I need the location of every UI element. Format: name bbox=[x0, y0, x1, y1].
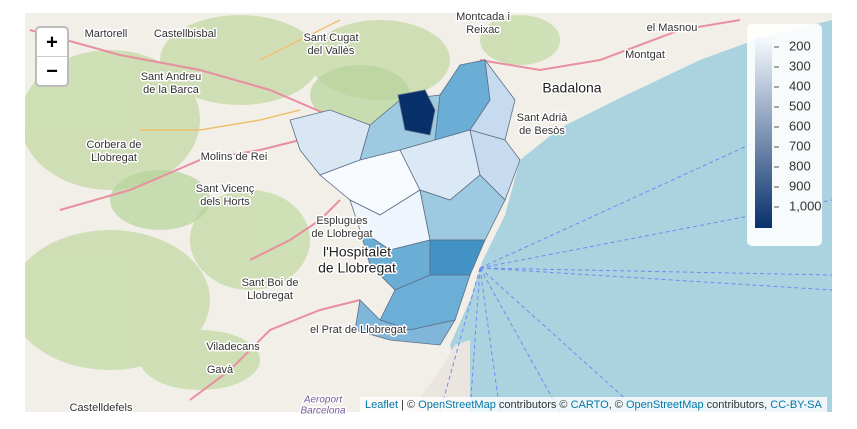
place-label: Sant Boi de bbox=[242, 277, 299, 289]
place-label: de Llobregat bbox=[318, 260, 396, 276]
zoom-out[interactable]: − bbox=[46, 60, 58, 82]
attribution-link[interactable]: CC-BY-SA bbox=[770, 399, 822, 411]
place-label: del Vallès bbox=[308, 45, 355, 57]
place-label: l'Hospitalet bbox=[323, 244, 391, 260]
place-label: Sant Andreu bbox=[141, 71, 202, 83]
legend-colorbar bbox=[755, 37, 772, 228]
legend-tick-label: 400 bbox=[789, 78, 811, 93]
place-label: Corbera de bbox=[86, 139, 141, 151]
legend-tick-label: 200 bbox=[789, 38, 811, 53]
attribution-link[interactable]: OpenStreetMap bbox=[418, 399, 496, 411]
place-label: Montcada i bbox=[456, 11, 510, 23]
place-label: el Masnou bbox=[647, 22, 698, 34]
legend-tick-label: 900 bbox=[789, 178, 811, 193]
place-label: Viladecans bbox=[206, 341, 260, 353]
zoom-in[interactable]: + bbox=[46, 31, 58, 53]
place-label: Gavà bbox=[207, 364, 234, 376]
place-label: Badalona bbox=[542, 80, 601, 96]
place-label: de Llobregat bbox=[311, 228, 372, 240]
place-label: Llobregat bbox=[91, 152, 137, 164]
place-label: Castelldefels bbox=[70, 402, 133, 414]
legend-tick-label: 600 bbox=[789, 118, 811, 133]
tiles bbox=[25, 13, 832, 412]
legend-tick-label: 1,000 bbox=[789, 198, 822, 213]
attribution: Leaflet | © OpenStreetMap contributors ©… bbox=[360, 397, 827, 413]
place-label: Sant Adrià bbox=[517, 112, 569, 124]
place-label: dels Horts bbox=[200, 196, 250, 208]
place-label: Barcelona bbox=[300, 406, 345, 417]
place-label: de Besòs bbox=[519, 125, 565, 137]
place-label: Castellbisbal bbox=[154, 28, 216, 40]
legend-tick-label: 800 bbox=[789, 158, 811, 173]
legend-tick-label: 300 bbox=[789, 58, 811, 73]
place-label: el Prat de Llobregat bbox=[310, 324, 406, 336]
legend-tick-label: 500 bbox=[789, 98, 811, 113]
attribution-text: , © bbox=[608, 399, 626, 411]
place-label: Esplugues bbox=[316, 215, 368, 227]
attribution-link[interactable]: OpenStreetMap bbox=[625, 399, 704, 411]
place-label: Sant Vicenç bbox=[196, 183, 255, 195]
zoom-control: + − bbox=[35, 26, 69, 87]
place-label: Llobregat bbox=[247, 290, 293, 302]
legend-tick-label: 700 bbox=[789, 138, 811, 153]
place-label: Montgat bbox=[625, 49, 665, 61]
attribution-text: contributors, bbox=[703, 399, 771, 411]
place-label: Reixac bbox=[466, 24, 500, 36]
place-label: Sant Cugat bbox=[303, 32, 358, 44]
place-label: Aeroport bbox=[303, 395, 344, 406]
attribution-text: | © bbox=[398, 399, 419, 411]
attribution-link[interactable]: CARTO bbox=[570, 399, 609, 411]
attribution-link[interactable]: Leaflet bbox=[365, 399, 399, 411]
place-label: de la Barca bbox=[143, 84, 200, 96]
place-label: Martorell bbox=[85, 28, 128, 40]
attribution-text: contributors © bbox=[495, 399, 571, 411]
place-label: Molins de Rei bbox=[201, 151, 268, 163]
legend: 200 300 400 500 600 700 800 900 1,000 bbox=[747, 24, 822, 246]
districts bbox=[289, 58, 521, 346]
